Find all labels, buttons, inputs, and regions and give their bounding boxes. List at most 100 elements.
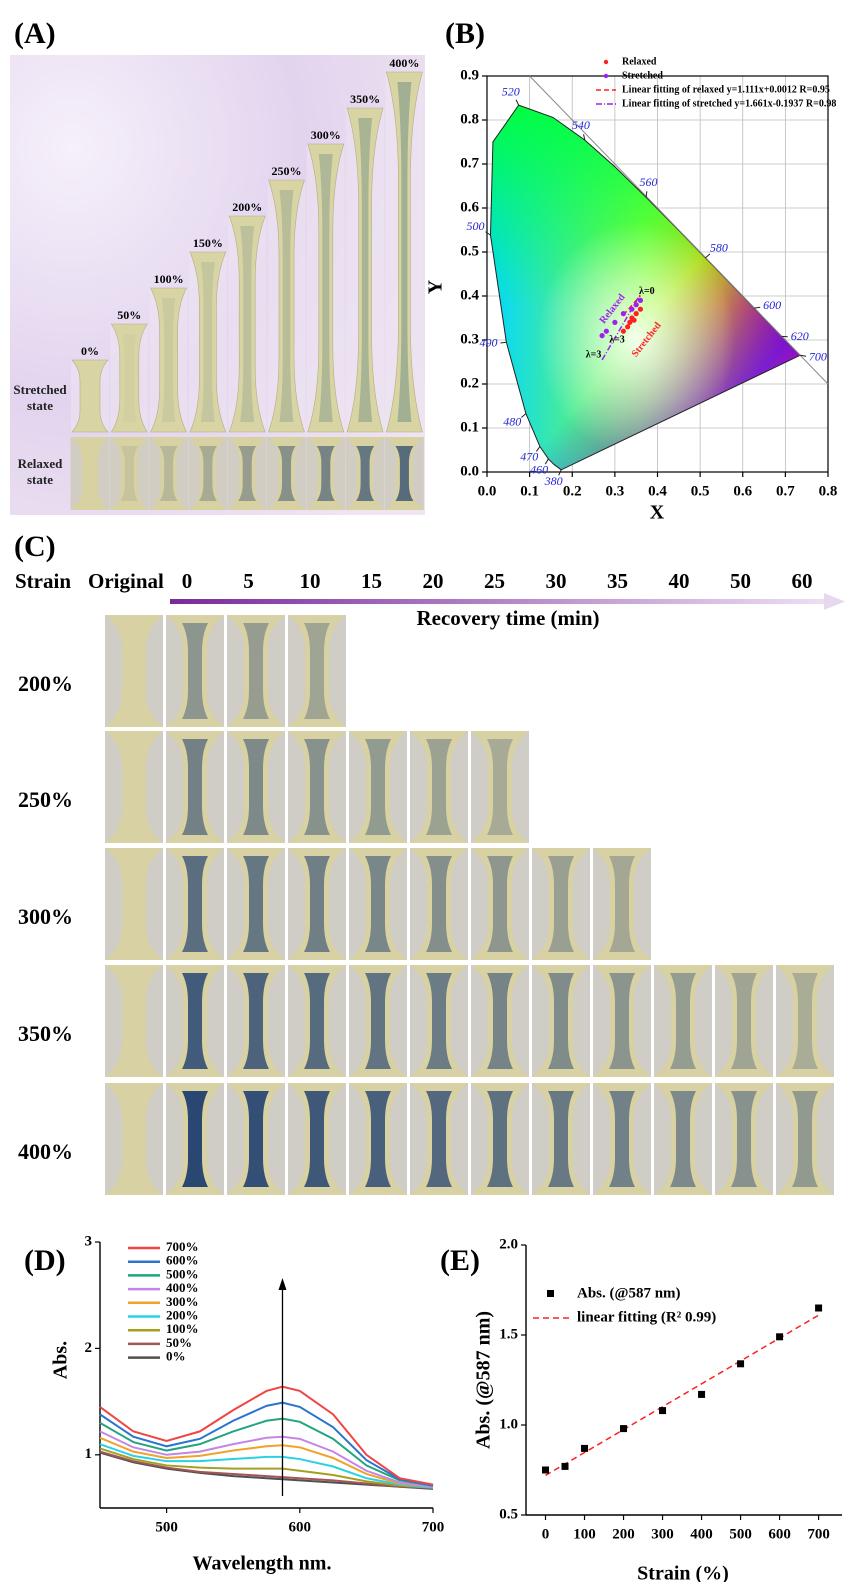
locus-tick xyxy=(705,254,709,258)
strain-label: 300% xyxy=(311,128,341,142)
data-point xyxy=(620,1425,627,1432)
data-point xyxy=(629,307,634,312)
data-point xyxy=(581,1445,588,1452)
x-tick-label: 700 xyxy=(807,1526,830,1542)
y-tick-label: 1.0 xyxy=(499,1416,518,1432)
time-label: 50 xyxy=(730,569,751,593)
time-label: 30 xyxy=(546,569,567,593)
y-tick-label: 0.3 xyxy=(460,331,479,347)
x-tick-label: 0.1 xyxy=(520,483,539,499)
figure: (A)(B)(C)(D)(E)0%50%100%150%200%250%300%… xyxy=(0,0,852,1582)
y-tick-label: 0.7 xyxy=(460,155,479,171)
wavelength-label: 470 xyxy=(520,450,538,464)
x-tick-label: 0.7 xyxy=(776,483,795,499)
x-tick-label: 0 xyxy=(542,1526,550,1542)
y-tick-label: 0.5 xyxy=(460,243,479,259)
panel-label: (C) xyxy=(14,530,56,563)
y-tick-label: 0.5 xyxy=(499,1506,518,1522)
row-strain-label: 250% xyxy=(18,787,73,812)
y-axis-label: Abs. xyxy=(50,1341,72,1379)
y-tick-label: 2.0 xyxy=(499,1236,518,1252)
data-point xyxy=(737,1360,744,1367)
x-tick-label: 600 xyxy=(768,1526,791,1542)
strain-label: 250% xyxy=(272,164,302,178)
time-label: 20 xyxy=(423,569,444,593)
data-point xyxy=(659,1407,666,1414)
time-label: 40 xyxy=(669,569,690,593)
recovery-axis-label: Recovery time (min) xyxy=(416,606,599,630)
x-tick-label: 500 xyxy=(729,1526,752,1542)
data-point xyxy=(612,320,617,325)
data-point xyxy=(776,1333,783,1340)
y-axis-label: Y xyxy=(425,279,447,294)
wavelength-label: 540 xyxy=(572,118,590,132)
x-tick-label: 400 xyxy=(690,1526,713,1542)
strain-label: 50% xyxy=(117,308,141,322)
locus-tick xyxy=(500,342,506,343)
data-point xyxy=(634,311,639,316)
row-strain-label: 400% xyxy=(18,1139,73,1164)
legend-label: Linear fitting of stretched y=1.661x-0.1… xyxy=(622,98,836,109)
time-arrow xyxy=(170,599,825,604)
data-point xyxy=(599,333,604,338)
data-point xyxy=(621,329,626,334)
wavelength-label: 490 xyxy=(479,336,497,350)
legend-label: Abs. (@587 nm) xyxy=(577,1285,681,1301)
locus-tick xyxy=(516,100,519,105)
row-label: Stretched state xyxy=(8,382,72,414)
wavelength-label: 580 xyxy=(710,240,728,254)
panel-label: (D) xyxy=(24,1244,66,1277)
data-point xyxy=(562,1463,569,1470)
strain-label: 0% xyxy=(81,344,99,358)
x-tick-label: 200 xyxy=(612,1526,635,1542)
locus-tick xyxy=(754,307,760,308)
legend-label: Relaxed xyxy=(622,56,657,67)
x-tick-label: 0.0 xyxy=(478,483,497,499)
data-point xyxy=(815,1305,822,1312)
strain-label: 400% xyxy=(389,56,419,70)
locus-tick xyxy=(486,232,491,235)
strain-label: 100% xyxy=(154,272,184,286)
legend-label: 0% xyxy=(166,1349,186,1364)
time-arrow-head xyxy=(824,593,845,610)
x-tick-label: 300 xyxy=(651,1526,674,1542)
wavelength-label: 560 xyxy=(640,175,658,189)
x-axis-label: Strain (%) xyxy=(637,1563,729,1582)
x-tick-label: 0.6 xyxy=(733,483,752,499)
wavelength-label: 460 xyxy=(530,463,548,477)
x-axis-label: Wavelength nm. xyxy=(193,1553,332,1575)
strain-label: 200% xyxy=(232,200,262,214)
wavelength-label: 480 xyxy=(503,414,521,428)
annotation: λ=3 xyxy=(609,334,625,345)
figure-canvas: (A)(B)(C)(D)(E)0%50%100%150%200%250%300%… xyxy=(0,0,852,1582)
y-tick-label: 3 xyxy=(85,1233,93,1249)
y-tick-label: 1.5 xyxy=(499,1326,518,1342)
x-tick-label: 0.4 xyxy=(648,483,667,499)
legend-swatch xyxy=(604,74,608,78)
wavelength-label: 700 xyxy=(809,349,827,363)
x-tick-label: 600 xyxy=(289,1519,312,1535)
x-tick-label: 0.5 xyxy=(691,483,710,499)
y-tick-label: 0.6 xyxy=(460,199,479,215)
annotation: λ=0 xyxy=(639,286,655,297)
y-tick-label: 2 xyxy=(85,1340,93,1356)
data-point xyxy=(638,307,643,312)
wavelength-label: 620 xyxy=(791,329,809,343)
panel-label: (E) xyxy=(440,1244,480,1277)
data-point xyxy=(621,311,626,316)
y-tick-label: 0.9 xyxy=(460,67,479,83)
row-strain-label: 300% xyxy=(18,904,73,929)
strain-label: 350% xyxy=(350,92,380,106)
wavelength-label: 500 xyxy=(467,219,485,233)
wavelength-label: 600 xyxy=(763,298,781,312)
trend-arrow-head xyxy=(278,1278,286,1290)
x-tick-label: 0.8 xyxy=(819,483,838,499)
data-point xyxy=(631,318,636,323)
y-axis-label: Abs. (@587 nm) xyxy=(473,1311,495,1449)
time-label: 10 xyxy=(300,569,321,593)
x-axis-label: X xyxy=(650,502,665,524)
data-point xyxy=(638,298,643,303)
legend-swatch xyxy=(604,60,608,64)
time-label: 35 xyxy=(607,569,628,593)
time-label: 0 xyxy=(182,569,193,593)
